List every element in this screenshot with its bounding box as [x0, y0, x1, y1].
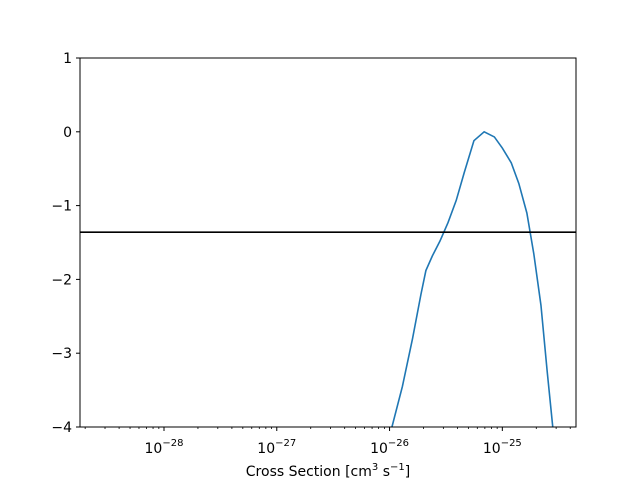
y-tick-label: −4: [51, 420, 72, 436]
y-tick-label: −3: [51, 346, 72, 362]
series-line: [391, 130, 554, 427]
x-tick-label: 10−27: [257, 438, 296, 457]
y-tick-label: 0: [63, 125, 72, 141]
y-axis-ticks: 1 0 −1 −2 −3 −4: [51, 51, 80, 436]
x-axis-ticks: 10−28 10−27 10−26 10−25: [84, 427, 571, 457]
x-tick-label: 10−26: [370, 438, 409, 457]
x-axis-label-mid: s: [378, 464, 390, 480]
x-tick-label: 10−25: [483, 438, 522, 457]
y-tick-label: 1: [63, 51, 72, 67]
x-axis-label-main: Cross Section [cm: [246, 464, 372, 480]
x-tick-label: 10−28: [145, 438, 184, 457]
y-tick-label: −2: [51, 272, 72, 288]
y-tick-label: −1: [51, 199, 72, 215]
x-axis-label-sup2: −1: [390, 462, 405, 473]
plot-content: [80, 130, 576, 427]
plot-frame: [79, 57, 577, 428]
x-axis-label-sup1: 3: [372, 462, 378, 473]
x-axis-label-end: ]: [405, 464, 410, 480]
x-axis-label: Cross Section [cm3 s−1]: [246, 462, 410, 480]
